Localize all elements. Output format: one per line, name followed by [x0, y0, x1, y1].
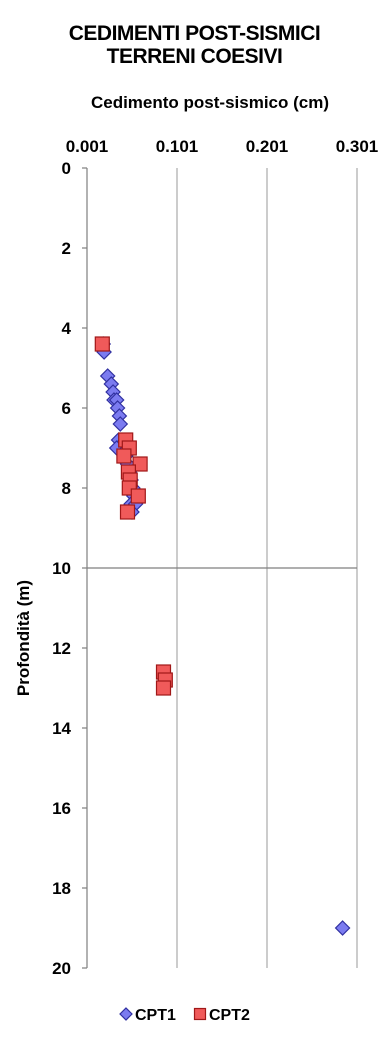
chart-title: CEDIMENTI POST-SISMICI TERRENI COESIVI	[0, 22, 389, 68]
y-tick-label-1: 2	[62, 239, 71, 258]
series-cpt1	[95, 336, 351, 936]
y-tick-label-6: 12	[52, 639, 71, 658]
cpt2-point-12	[155, 680, 172, 696]
cpt2-point-4	[132, 456, 148, 472]
y-tick-label-10: 20	[52, 959, 71, 978]
cpt1-point-23	[334, 920, 351, 936]
y-tick-label-0: 0	[62, 159, 71, 178]
legend-marker-cpt1	[119, 1007, 133, 1021]
legend: CPT1 CPT2	[119, 1007, 250, 1024]
x-axis-title: Cedimento post-sismico (cm)	[91, 93, 329, 112]
legend-label-cpt1: CPT1	[135, 1007, 176, 1024]
y-tick-label-4: 8	[62, 479, 71, 498]
y-axis-title: Profondità (m)	[14, 580, 33, 696]
axes	[82, 167, 357, 969]
y-tick-label-7: 14	[52, 719, 71, 738]
y-tick-label-9: 18	[52, 879, 71, 898]
y-tick-label-5: 10	[52, 559, 71, 578]
x-tick-label-1: 0.101	[156, 137, 199, 156]
cpt2-point-8	[130, 488, 146, 504]
cpt2-point-0	[94, 336, 110, 352]
tick-labels: 0 2 4 6 8 10 12 14 16 18 20 0.001 0.101 0.201 0.301	[52, 137, 378, 978]
chart-title-line-1: CEDIMENTI POST-SISMICI	[68, 22, 321, 45]
x-tick-label-0: 0.001	[66, 137, 109, 156]
legend-marker-cpt2	[193, 1007, 207, 1021]
cpt1-point-9	[112, 416, 129, 432]
legend-label-cpt2: CPT2	[209, 1007, 250, 1024]
x-tick-label-3: 0.301	[336, 137, 379, 156]
series-cpt2	[94, 336, 173, 696]
data-points	[94, 336, 351, 936]
x-tick-label-2: 0.201	[246, 137, 289, 156]
y-tick-label-3: 6	[62, 399, 71, 418]
y-tick-label-2: 4	[62, 319, 72, 338]
y-tick-label-8: 16	[52, 799, 71, 818]
cpt2-point-3	[116, 448, 132, 464]
cpt2-point-9	[119, 504, 136, 520]
chart-title-line-2: TERRENI COESIVI	[106, 45, 283, 68]
